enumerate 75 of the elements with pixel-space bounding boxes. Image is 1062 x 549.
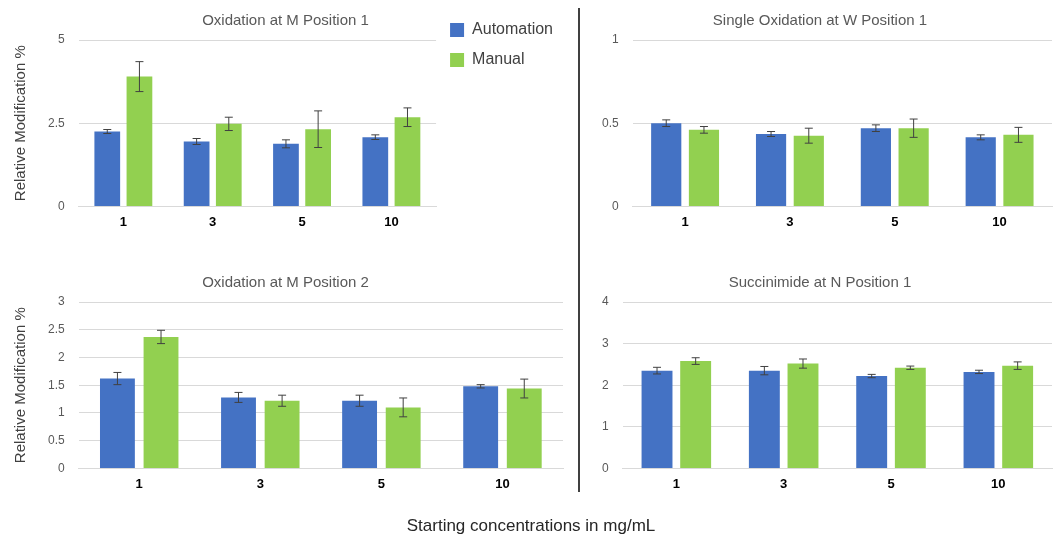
- x-tick-label: 10: [991, 475, 1006, 491]
- chart-title: Oxidation at M Position 1: [202, 11, 369, 29]
- bar: [793, 135, 824, 206]
- bar: [641, 370, 673, 468]
- x-tick-label: 1: [672, 475, 680, 491]
- bar: [385, 407, 421, 468]
- y-tick-label: 0: [611, 198, 619, 213]
- legend-label: Manual: [472, 50, 525, 68]
- x-tick-label: 10: [384, 213, 399, 229]
- y-tick-label: 0: [57, 198, 65, 213]
- bar: [651, 123, 682, 206]
- bar: [394, 117, 421, 206]
- bar: [856, 376, 888, 468]
- x-tick-label: 1: [135, 475, 143, 491]
- bar: [898, 128, 929, 206]
- x-tick-label: 3: [256, 475, 264, 491]
- x-tick-label: 3: [209, 213, 217, 229]
- bar: [305, 129, 331, 206]
- legend-label: Automation: [472, 20, 553, 38]
- y-tick-label: 3: [601, 335, 609, 350]
- y-tick-label: 1: [611, 32, 619, 47]
- y-tick-label: 0: [57, 460, 65, 475]
- y-tick-label: 1: [57, 405, 65, 420]
- bar: [506, 388, 542, 468]
- x-axis-title: Starting concentrations in mg/mL: [405, 516, 657, 536]
- bar: [787, 363, 819, 468]
- bar: [755, 134, 787, 206]
- y-axis-title: Relative Modification %: [11, 45, 29, 202]
- bar: [183, 141, 210, 206]
- y-tick-label: 0.5: [47, 432, 65, 447]
- y-tick-label: 1: [601, 419, 609, 434]
- bar: [463, 386, 499, 468]
- bar: [143, 336, 179, 468]
- y-tick-label: 5: [57, 32, 65, 47]
- chart-title: Succinimide at N Position 1: [728, 273, 912, 291]
- y-tick-label: 0.5: [601, 115, 619, 130]
- y-tick-label: 2.5: [47, 322, 65, 337]
- x-tick-label: 3: [780, 475, 788, 491]
- bar: [221, 397, 256, 468]
- x-tick-label: 5: [298, 213, 306, 229]
- x-tick-label: 10: [495, 475, 510, 491]
- x-tick-label: 1: [681, 213, 689, 229]
- x-tick-label: 1: [119, 213, 127, 229]
- x-tick-label: 10: [992, 213, 1007, 229]
- bar: [126, 76, 153, 206]
- bar: [680, 361, 712, 468]
- y-tick-label: 2: [57, 349, 65, 364]
- bar: [965, 137, 996, 206]
- bar: [99, 378, 135, 468]
- bar: [894, 367, 926, 468]
- x-tick-label: 5: [891, 213, 899, 229]
- bar: [963, 371, 995, 468]
- bar: [688, 129, 720, 206]
- y-tick-label: 2.5: [47, 115, 65, 130]
- y-tick-label: 1.5: [47, 377, 65, 392]
- y-tick-label: 2: [601, 377, 609, 392]
- y-tick-label: 3: [57, 294, 65, 309]
- x-tick-label: 5: [377, 475, 385, 491]
- bar: [748, 370, 780, 468]
- y-tick-label: 0: [601, 460, 609, 475]
- x-tick-label: 5: [887, 475, 895, 491]
- bar: [1002, 365, 1034, 468]
- y-tick-label: 4: [601, 294, 609, 309]
- bar: [94, 131, 121, 206]
- bar: [1003, 134, 1034, 206]
- bar: [215, 123, 242, 206]
- x-tick-label: 3: [786, 213, 794, 229]
- chart-title: Single Oxidation at W Position 1: [712, 11, 928, 29]
- bar: [860, 128, 891, 206]
- bar: [273, 143, 299, 206]
- bar: [342, 400, 378, 468]
- y-axis-title: Relative Modification %: [11, 307, 29, 464]
- chart-title: Oxidation at M Position 2: [202, 273, 369, 291]
- bar: [362, 137, 389, 206]
- bar: [264, 400, 300, 468]
